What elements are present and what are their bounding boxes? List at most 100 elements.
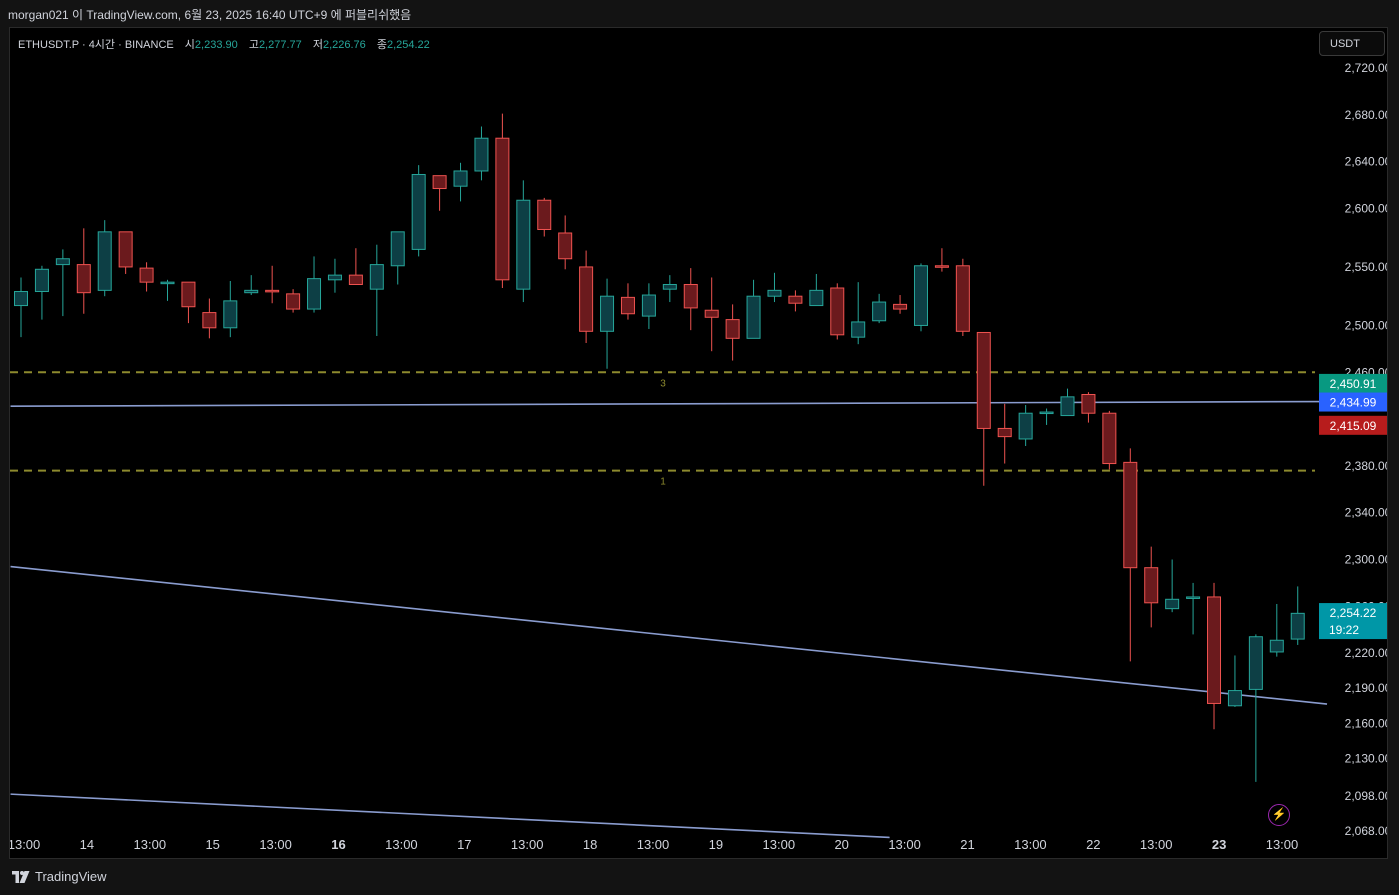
currency-button[interactable]: USDT <box>1319 31 1385 56</box>
candle[interactable] <box>139 262 154 292</box>
price-badge <box>1319 373 1387 393</box>
close-value: 2,254.22 <box>386 39 430 51</box>
candle-body <box>1207 596 1222 704</box>
candle-body <box>767 289 782 297</box>
candle[interactable] <box>390 231 405 285</box>
candle[interactable] <box>34 265 49 320</box>
candle[interactable] <box>1186 582 1201 635</box>
x-tick-label: 20 <box>834 837 848 852</box>
candle[interactable] <box>14 277 28 338</box>
trendline[interactable] <box>10 400 1328 408</box>
candle[interactable] <box>1165 559 1180 613</box>
candle[interactable] <box>704 277 719 352</box>
candle[interactable] <box>307 256 322 313</box>
x-tick-label: 13:00 <box>763 837 796 852</box>
candle[interactable] <box>830 283 845 340</box>
candle-body <box>1269 639 1284 653</box>
candle[interactable] <box>913 263 928 332</box>
candle[interactable] <box>1269 603 1284 657</box>
open-value: 2,233.90 <box>194 39 238 51</box>
candle[interactable] <box>202 298 217 339</box>
candle[interactable] <box>537 197 552 237</box>
candle[interactable] <box>1227 655 1242 707</box>
trendline[interactable] <box>10 565 1328 705</box>
x-tick-label: 15 <box>205 837 219 852</box>
candle[interactable] <box>411 165 426 257</box>
trendline[interactable] <box>10 793 890 839</box>
candle[interactable] <box>1039 408 1054 425</box>
candle[interactable] <box>1081 392 1096 423</box>
candle[interactable] <box>160 279 175 301</box>
candle[interactable] <box>872 293 887 324</box>
candle[interactable] <box>1102 410 1117 470</box>
y-tick-label: 2,680.00 <box>1345 108 1387 122</box>
candle[interactable] <box>474 126 489 181</box>
candle-body <box>1102 412 1117 465</box>
candle[interactable] <box>788 290 803 312</box>
candle-body <box>976 331 991 429</box>
candle[interactable] <box>809 273 824 307</box>
candle[interactable] <box>1290 586 1305 645</box>
candle[interactable] <box>118 231 133 274</box>
candle[interactable] <box>495 113 510 289</box>
candle-body <box>76 264 91 294</box>
candle[interactable] <box>1123 448 1138 662</box>
candle-body <box>223 300 238 329</box>
candle[interactable] <box>181 281 196 324</box>
candle[interactable] <box>1207 582 1222 730</box>
candle[interactable] <box>516 180 531 303</box>
candle[interactable] <box>327 258 342 293</box>
candle[interactable] <box>893 295 908 314</box>
candle-body <box>307 278 322 310</box>
symbol-name[interactable]: ETHUSDT.P · 4시간 · BINANCE <box>18 39 174 51</box>
candle[interactable] <box>641 283 656 329</box>
candlestick-chart[interactable]: 2,720.00 2,680.00 2,640.00 2,600.00 2,550.00… <box>10 28 1387 858</box>
candle[interactable] <box>1018 405 1033 446</box>
y-tick-label: 2,098.00 <box>1345 789 1387 803</box>
candle[interactable] <box>1144 546 1159 628</box>
x-tick-label: 13:00 <box>1140 837 1173 852</box>
candle[interactable] <box>55 249 70 317</box>
candle-body <box>55 258 70 266</box>
candle[interactable] <box>97 220 112 297</box>
candle-body <box>600 295 615 332</box>
chart-frame[interactable]: 2,720.00 2,680.00 2,640.00 2,600.00 2,550.00… <box>9 27 1388 859</box>
candle[interactable] <box>558 215 573 270</box>
candle[interactable] <box>620 283 635 320</box>
candle[interactable] <box>348 248 363 285</box>
candle[interactable] <box>997 403 1012 464</box>
candle[interactable] <box>369 244 384 336</box>
candle[interactable] <box>1248 634 1263 782</box>
candle-body <box>1290 612 1305 640</box>
x-tick-label: 17 <box>457 837 471 852</box>
candle[interactable] <box>432 175 447 211</box>
candle-body <box>934 265 949 268</box>
candle[interactable] <box>746 279 761 339</box>
candle[interactable] <box>76 228 91 314</box>
candle[interactable] <box>725 304 740 361</box>
candle[interactable] <box>453 162 468 202</box>
footer-brand[interactable]: TradingView <box>12 869 107 884</box>
candle[interactable] <box>244 275 259 296</box>
candle[interactable] <box>600 278 615 369</box>
candle[interactable] <box>265 265 280 304</box>
candle-body <box>620 296 635 315</box>
candle[interactable] <box>1060 388 1075 417</box>
x-tick-label: 21 <box>960 837 974 852</box>
price-badge-label: 2,434.99 <box>1330 396 1377 410</box>
candle[interactable] <box>955 258 970 336</box>
candle[interactable] <box>223 280 238 338</box>
candle[interactable] <box>683 268 698 331</box>
candle-body <box>390 231 405 267</box>
candle[interactable] <box>851 282 866 345</box>
close-label: 종 <box>376 39 387 51</box>
candle-body <box>516 199 531 290</box>
lightning-icon[interactable]: ⚡ <box>1268 804 1290 826</box>
candle[interactable] <box>976 331 991 486</box>
candle-body <box>788 295 803 304</box>
candle[interactable] <box>286 289 301 313</box>
candle[interactable] <box>662 275 677 303</box>
candle[interactable] <box>934 248 949 272</box>
candle[interactable] <box>579 250 594 344</box>
candle[interactable] <box>767 272 782 303</box>
